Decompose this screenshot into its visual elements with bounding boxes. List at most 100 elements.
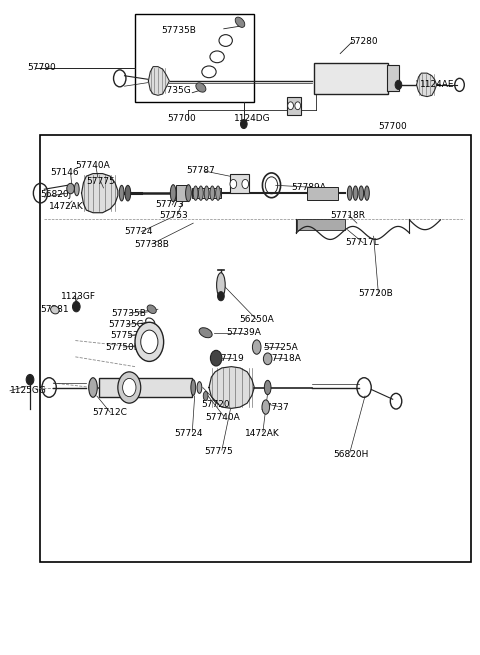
- Bar: [176, 185, 187, 201]
- Text: 57718A: 57718A: [267, 354, 301, 363]
- Polygon shape: [417, 73, 437, 97]
- Ellipse shape: [235, 17, 245, 28]
- Ellipse shape: [74, 183, 79, 196]
- Bar: [297, 219, 345, 230]
- Circle shape: [395, 81, 402, 90]
- Text: 57740A: 57740A: [205, 413, 240, 422]
- Ellipse shape: [216, 186, 220, 200]
- Circle shape: [217, 291, 224, 301]
- Text: 57281: 57281: [40, 305, 69, 314]
- Ellipse shape: [119, 185, 124, 201]
- Text: 1123GF: 1123GF: [61, 291, 96, 301]
- Text: 57700: 57700: [378, 122, 407, 131]
- Text: 57739A: 57739A: [227, 328, 262, 337]
- Circle shape: [295, 102, 300, 109]
- Text: 57712C: 57712C: [92, 408, 127, 417]
- Ellipse shape: [125, 185, 131, 201]
- Ellipse shape: [262, 400, 270, 414]
- Ellipse shape: [199, 186, 203, 200]
- Text: 57773: 57773: [155, 200, 184, 210]
- Circle shape: [288, 102, 293, 109]
- Bar: [192, 188, 221, 198]
- Text: 57700: 57700: [168, 114, 196, 123]
- Ellipse shape: [193, 186, 198, 200]
- Text: 57735B: 57735B: [161, 26, 196, 35]
- Text: 57750B: 57750B: [106, 343, 140, 352]
- Ellipse shape: [264, 353, 272, 365]
- Text: 57738B: 57738B: [134, 240, 169, 248]
- Bar: [135, 14, 254, 102]
- Bar: [229, 174, 249, 193]
- Text: 1124DG: 1124DG: [234, 114, 270, 123]
- Ellipse shape: [364, 186, 369, 200]
- Text: 57720B: 57720B: [359, 289, 393, 298]
- Ellipse shape: [197, 382, 202, 394]
- Ellipse shape: [170, 185, 176, 202]
- Text: 57720: 57720: [201, 400, 229, 409]
- Text: 1472AK: 1472AK: [245, 428, 279, 438]
- Ellipse shape: [89, 378, 97, 398]
- Circle shape: [122, 379, 136, 397]
- Circle shape: [141, 330, 158, 354]
- Bar: [39, 135, 471, 562]
- Text: 57725A: 57725A: [263, 343, 298, 352]
- Circle shape: [230, 179, 237, 189]
- Text: 57719: 57719: [215, 354, 244, 363]
- Bar: [387, 66, 399, 92]
- Text: 56820J: 56820J: [40, 190, 72, 199]
- Ellipse shape: [216, 272, 225, 297]
- Circle shape: [72, 301, 80, 312]
- Ellipse shape: [147, 305, 156, 314]
- Text: 57735G: 57735G: [156, 86, 192, 95]
- Text: 57724: 57724: [175, 428, 203, 438]
- Circle shape: [242, 179, 249, 189]
- Text: 57790: 57790: [28, 64, 56, 73]
- Text: 57775: 57775: [204, 447, 233, 456]
- Text: 57735G: 57735G: [109, 320, 144, 329]
- Text: 1472AK: 1472AK: [49, 202, 84, 212]
- Ellipse shape: [264, 381, 271, 395]
- Text: 1124AE: 1124AE: [420, 81, 455, 89]
- Text: 57775: 57775: [86, 177, 115, 186]
- Bar: [99, 379, 192, 397]
- Circle shape: [135, 322, 164, 362]
- Text: 1125GG: 1125GG: [10, 386, 47, 395]
- Ellipse shape: [203, 392, 208, 401]
- Circle shape: [118, 372, 141, 403]
- Ellipse shape: [196, 83, 206, 92]
- Ellipse shape: [142, 341, 151, 350]
- Ellipse shape: [186, 185, 192, 202]
- Text: 57740A: 57740A: [75, 161, 110, 170]
- Ellipse shape: [348, 186, 352, 200]
- Circle shape: [210, 350, 222, 366]
- Ellipse shape: [50, 306, 59, 314]
- Text: 57718R: 57718R: [331, 211, 366, 220]
- Text: 57280: 57280: [350, 37, 378, 47]
- Polygon shape: [82, 174, 118, 213]
- Circle shape: [240, 119, 247, 128]
- Ellipse shape: [67, 183, 74, 194]
- Text: 57757: 57757: [110, 331, 139, 340]
- Text: 57146: 57146: [50, 168, 79, 178]
- Polygon shape: [148, 67, 169, 96]
- Text: 57717L: 57717L: [345, 238, 379, 247]
- Text: 56820H: 56820H: [333, 450, 369, 459]
- Polygon shape: [209, 367, 254, 408]
- Text: 57753: 57753: [159, 211, 188, 220]
- Text: 57735B: 57735B: [111, 309, 146, 318]
- Ellipse shape: [204, 186, 209, 200]
- Ellipse shape: [353, 186, 358, 200]
- Circle shape: [26, 375, 34, 385]
- Ellipse shape: [252, 340, 261, 354]
- Bar: [314, 63, 388, 94]
- Ellipse shape: [191, 380, 196, 396]
- Bar: [287, 97, 301, 115]
- Ellipse shape: [199, 328, 212, 338]
- Text: 57724: 57724: [124, 227, 153, 236]
- Text: 56250A: 56250A: [239, 315, 274, 324]
- Ellipse shape: [359, 186, 364, 200]
- Text: 57787: 57787: [187, 166, 216, 176]
- Text: 57789A: 57789A: [291, 183, 326, 192]
- Ellipse shape: [210, 186, 215, 200]
- Bar: [307, 187, 338, 200]
